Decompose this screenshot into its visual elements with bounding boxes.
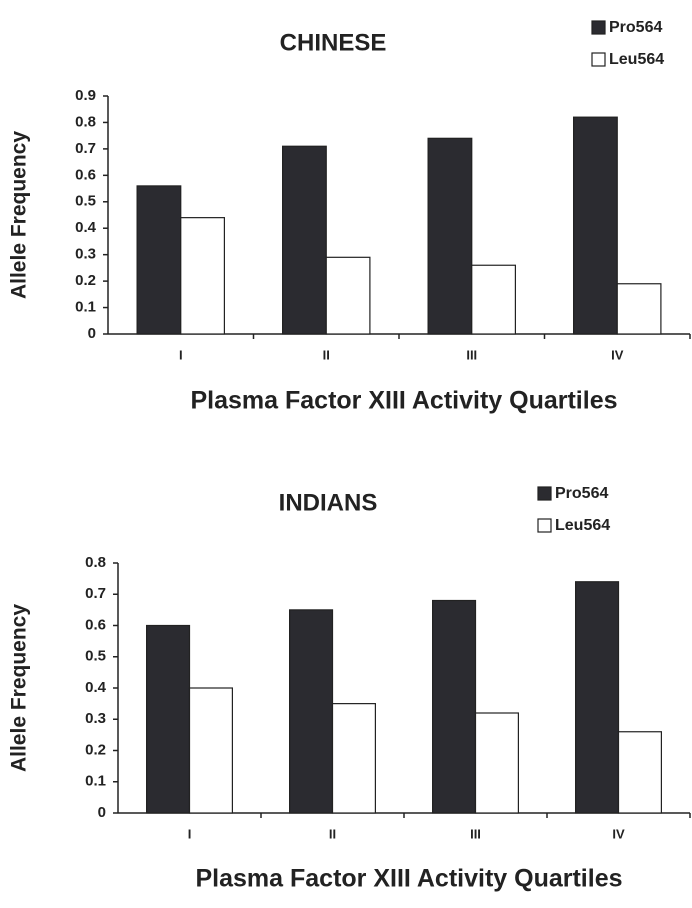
bar — [289, 609, 334, 814]
bar — [432, 599, 477, 814]
y-tick-label: 0.8 — [85, 554, 106, 571]
y-tick-label: 0.4 — [85, 679, 107, 696]
bar — [180, 217, 226, 335]
y-tick-label: 0.9 — [75, 87, 96, 104]
bar — [616, 283, 662, 335]
bar — [471, 264, 517, 335]
y-tick-label: 0 — [98, 804, 106, 821]
y-tick-label: 0.3 — [85, 710, 106, 727]
chart-title: CHINESE — [280, 29, 387, 56]
bar — [617, 731, 663, 814]
x-axis-label: Plasma Factor XIII Activity Quartiles — [195, 865, 622, 893]
bar — [474, 712, 520, 814]
legend-label: Leu564 — [609, 51, 664, 68]
x-tick-label: IV — [611, 347, 624, 362]
bar — [136, 185, 182, 335]
y-tick-label: 0.2 — [85, 741, 106, 758]
x-tick-label: I — [179, 347, 183, 362]
legend-label: Pro564 — [555, 485, 608, 502]
y-tick-label: 0.7 — [85, 585, 106, 602]
chart-title: INDIANS — [279, 489, 378, 516]
bar — [572, 116, 618, 335]
bar — [188, 687, 234, 814]
x-axis-label: Plasma Factor XIII Activity Quartiles — [190, 387, 617, 415]
legend-swatch — [537, 518, 552, 533]
y-tick-label: 0.5 — [75, 193, 96, 210]
y-tick-label: 0.5 — [85, 648, 106, 665]
y-tick-label: 0.6 — [75, 166, 96, 183]
x-tick-label: II — [323, 347, 330, 362]
y-axis-label: Allele Frequency — [8, 131, 31, 299]
y-tick-label: 0.1 — [85, 773, 106, 790]
x-tick-label: II — [329, 826, 336, 841]
bar — [325, 256, 371, 335]
x-tick-label: I — [188, 826, 192, 841]
bar — [427, 137, 473, 335]
y-tick-label: 0.6 — [85, 616, 106, 633]
y-tick-label: 0.7 — [75, 140, 96, 157]
bar — [146, 624, 191, 814]
y-tick-label: 0.2 — [75, 272, 96, 289]
y-tick-label: 0.4 — [75, 219, 97, 236]
legend-swatch — [591, 52, 606, 67]
x-tick-label: IV — [612, 826, 625, 841]
x-tick-label: III — [470, 826, 481, 841]
legend-swatch — [537, 486, 552, 501]
y-tick-label: 0.1 — [75, 299, 96, 316]
legend-label: Leu564 — [555, 517, 610, 534]
y-tick-label: 0.8 — [75, 113, 96, 130]
bar — [331, 703, 377, 814]
y-tick-label: 0.3 — [75, 246, 96, 263]
y-tick-label: 0 — [88, 325, 96, 342]
x-tick-label: III — [466, 347, 477, 362]
y-axis-label: Allele Frequency — [8, 604, 31, 772]
legend-swatch — [591, 20, 606, 35]
bar — [574, 581, 620, 814]
legend-label: Pro564 — [609, 19, 662, 36]
bar — [282, 145, 327, 335]
